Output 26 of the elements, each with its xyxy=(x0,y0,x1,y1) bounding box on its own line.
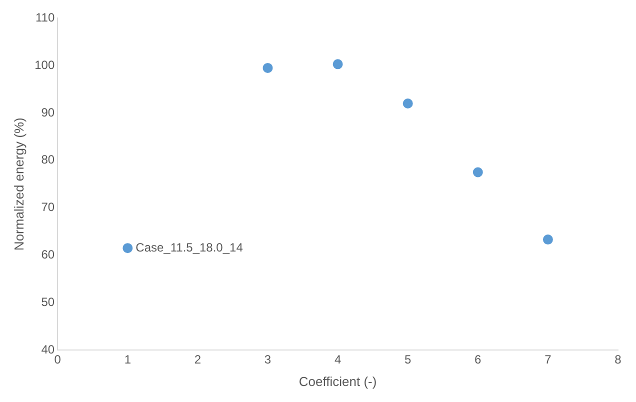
x-tick-label: 0 xyxy=(54,352,62,367)
x-tick-label: 3 xyxy=(264,352,272,367)
point xyxy=(332,59,343,70)
x-tick-label: 2 xyxy=(194,352,202,367)
y-tick-label: 70 xyxy=(41,200,55,214)
x-tick-label: 6 xyxy=(474,352,482,367)
point xyxy=(472,167,483,178)
point xyxy=(122,243,133,254)
point xyxy=(262,62,273,73)
x-axis-title: Coefficient (-) xyxy=(298,374,377,389)
x-tick-label: 1 xyxy=(124,352,132,367)
y-tick-label: 90 xyxy=(41,105,55,120)
y-tick-label: 110 xyxy=(35,10,55,25)
annotation: Case_11.5_18.0_14 xyxy=(136,240,244,254)
y-tick-label: 40 xyxy=(41,342,55,356)
point xyxy=(542,234,553,245)
y-tick-label: 60 xyxy=(41,248,55,262)
x-tick-label: 8 xyxy=(614,352,622,367)
x-tick-label: 7 xyxy=(544,352,552,367)
x-tick-label: 5 xyxy=(404,352,412,367)
y-tick-label: 100 xyxy=(34,58,55,72)
x-tick-label: 4 xyxy=(334,352,342,367)
y-tick-label: 50 xyxy=(41,294,55,309)
y-tick-label: 80 xyxy=(41,152,55,167)
y-axis-title: Normalized energy (%) xyxy=(11,118,26,251)
point xyxy=(402,98,413,109)
